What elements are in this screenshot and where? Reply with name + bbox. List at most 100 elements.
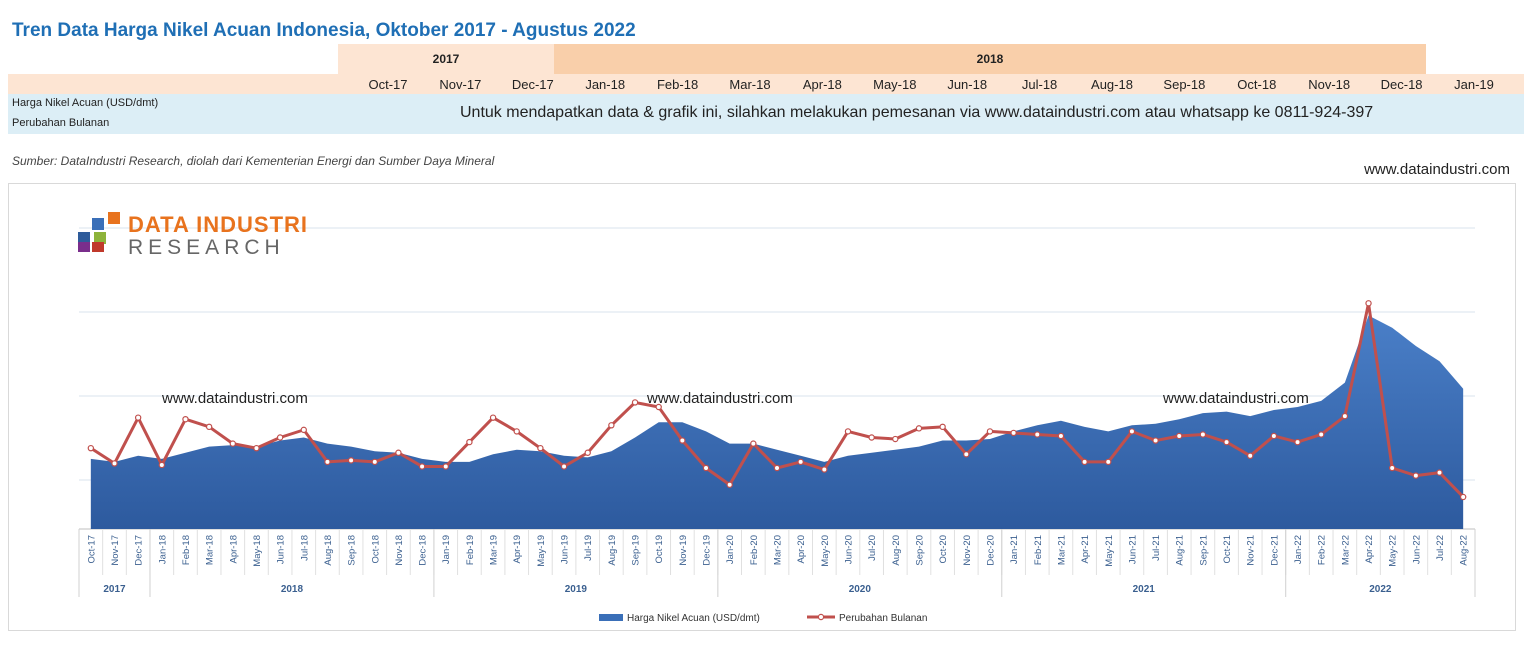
line-point-mar-20 [773,464,781,472]
x-tick-dec-18: Dec-18 [418,535,429,566]
area-series-price [90,315,1464,529]
line-point-nov-21 [1247,452,1254,459]
x-tick-jul-21: Jul-21 [1151,535,1162,561]
x-tick-feb-21: Feb-21 [1033,535,1044,565]
month-header-nov-18: Nov-18 [1308,77,1351,92]
x-tick-jul-22: Jul-22 [1435,535,1446,561]
x-tick-mar-18: Mar-18 [205,535,216,565]
header-table: 2017 2018 Oct-17 Nov-17 Dec-17 Jan-18 Feb-18… [8,44,1524,134]
x-tick-feb-22: Feb-22 [1317,535,1328,565]
line-point-jan-22 [1294,438,1301,446]
line-point-jan-21 [1010,429,1017,437]
line-point-nov-19 [679,437,686,444]
x-tick-jul-20: Jul-20 [867,535,878,561]
year-group-2021: 2021 [1133,584,1156,595]
month-header-jan-19: Jan-19 [1454,77,1494,92]
line-point-apr-21 [1081,458,1088,466]
x-tick-jan-20: Jan-20 [725,535,736,564]
x-tick-dec-17: Dec-17 [134,535,145,566]
x-tick-aug-21: Aug-21 [1175,535,1186,566]
data-rows: Harga Nikel Acuan (USD/dmt) Perubahan Bu… [8,94,1524,134]
x-tick-oct-20: Oct-20 [938,535,949,564]
line-point-mar-19 [489,414,497,421]
page-title: Tren Data Harga Nikel Acuan Indonesia, O… [12,20,636,41]
line-point-aug-18 [324,458,331,466]
line-point-may-21 [1105,458,1112,466]
line-point-feb-20 [750,440,757,447]
month-header-oct-17: Oct-17 [368,77,408,92]
line-point-jan-19 [442,463,449,470]
line-point-oct-21 [1223,438,1230,446]
legend-label-line: Perubahan Bulanan [839,613,927,624]
legend-marker-line [817,613,825,621]
line-point-mar-21 [1057,432,1065,440]
x-tick-jul-18: Jul-18 [299,535,310,561]
source-note: Sumber: DataIndustri Research, diolah da… [12,154,495,168]
month-header-jun-18: Jun-18 [947,77,988,92]
month-header-jan-18: Jan-18 [585,77,626,92]
month-header-apr-18: Apr-18 [802,77,842,92]
line-point-jul-20 [868,434,875,441]
month-header-nov-17: Nov-17 [439,77,482,92]
x-tick-sep-21: Sep-21 [1198,535,1209,566]
line-point-feb-22 [1318,431,1325,438]
line-point-feb-21 [1034,431,1041,438]
line-point-may-22 [1388,464,1396,472]
x-tick-sep-19: Sep-19 [631,535,642,566]
logo: DATA INDUSTRI RESEARCH [78,212,307,259]
x-tick-oct-17: Oct-17 [86,535,97,564]
x-tick-jun-20: Jun-20 [843,535,854,564]
year-group-2017: 2017 [103,584,126,595]
x-tick-mar-22: Mar-22 [1340,535,1351,565]
line-point-jun-22 [1412,472,1420,479]
x-tick-oct-18: Oct-18 [370,535,381,564]
x-tick-may-21: May-21 [1104,535,1115,567]
logo-text-secondary: RESEARCH [128,236,285,259]
month-header-aug-18: Aug-18 [1091,77,1133,92]
chart-svg: Oct-17 Nov-17 Dec-17 Jan-18 Feb-18 Mar-18 Apr-… [78,227,1476,624]
month-header-mar-18: Mar-18 [729,77,771,92]
x-tick-mar-21: Mar-21 [1056,535,1067,565]
x-tick-jan-21: Jan-21 [1009,535,1020,564]
line-point-jun-18 [276,434,284,441]
line-point-apr-19 [513,428,520,435]
x-tick-may-22: May-22 [1388,535,1399,567]
line-point-dec-19 [702,464,710,472]
line-point-sep-19 [631,399,639,406]
row-label-price: Harga Nikel Acuan (USD/dmt) [12,97,159,109]
line-point-may-20 [821,466,828,473]
x-tick-aug-18: Aug-18 [323,535,334,566]
line-point-jun-20 [844,428,852,435]
chart-container: Oct-17 Nov-17 Dec-17 Jan-18 Feb-18 Mar-18 Apr-… [8,183,1516,631]
line-point-sep-21 [1199,431,1207,438]
x-tick-mar-19: Mar-19 [489,535,500,565]
x-tick-sep-20: Sep-20 [914,535,925,566]
site-label[interactable]: www.dataindustri.com [1364,161,1510,178]
logo-text-primary: DATA INDUSTRI [128,212,309,237]
x-tick-apr-22: Apr-22 [1364,535,1375,564]
x-tick-aug-20: Aug-20 [891,535,902,566]
month-header-jul-18: Jul-18 [1021,77,1058,92]
logo-squares-icon [78,212,120,252]
line-point-aug-22 [1459,493,1467,501]
x-tick-oct-21: Oct-21 [1222,535,1233,564]
x-tick-may-18: May-18 [252,535,263,567]
line-point-jul-21 [1152,437,1159,444]
line-point-jan-18 [158,461,166,469]
line-point-oct-20 [939,423,946,431]
x-tick-jan-22: Jan-22 [1293,535,1304,564]
line-point-dec-20 [986,428,994,435]
x-tick-aug-19: Aug-19 [607,535,618,566]
line-point-apr-18 [229,440,236,447]
x-tick-jun-18: Jun-18 [276,535,287,564]
month-header-dec-18: Dec-18 [1380,77,1423,92]
line-point-jul-18 [300,426,307,434]
line-point-mar-22 [1341,412,1349,420]
line-point-oct-19 [655,403,662,411]
line-point-nov-17 [111,460,118,467]
x-tick-oct-19: Oct-19 [654,535,665,564]
line-point-aug-19 [608,422,615,429]
x-tick-aug-22: Aug-22 [1459,535,1470,566]
line-point-jul-19 [584,449,591,456]
x-tick-jun-21: Jun-21 [1127,535,1138,564]
